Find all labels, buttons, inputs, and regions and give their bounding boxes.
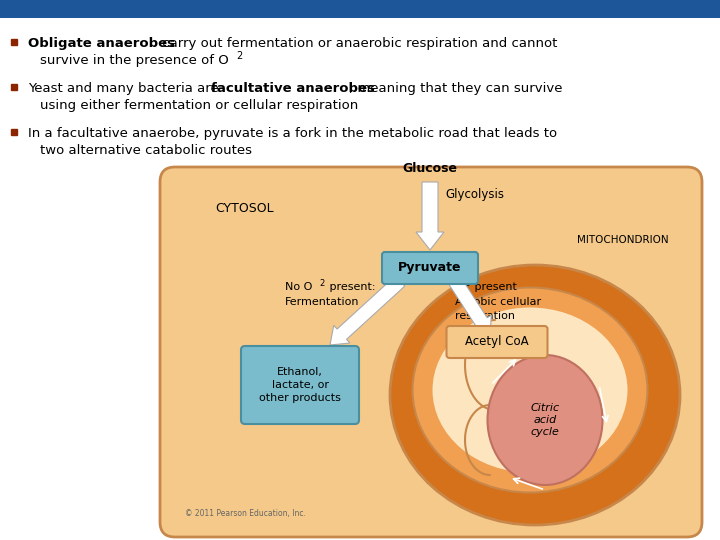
Text: Glucose: Glucose [402, 162, 457, 175]
Text: In a facultative anaerobe, pyruvate is a fork in the metabolic road that leads t: In a facultative anaerobe, pyruvate is a… [28, 127, 557, 140]
Text: Glycolysis: Glycolysis [445, 188, 504, 201]
Text: No O: No O [285, 282, 312, 292]
Text: 2: 2 [236, 51, 242, 61]
Text: Pyruvate: Pyruvate [398, 261, 462, 274]
Text: CYTOSOL: CYTOSOL [215, 202, 274, 215]
Text: Ethanol,
lactate, or
other products: Ethanol, lactate, or other products [259, 367, 341, 403]
Text: Yeast and many bacteria are: Yeast and many bacteria are [28, 82, 223, 95]
Ellipse shape [487, 355, 603, 485]
Text: , meaning that they can survive: , meaning that they can survive [349, 82, 562, 95]
Text: Fermentation: Fermentation [285, 297, 359, 307]
Polygon shape [449, 277, 491, 335]
Text: 2: 2 [464, 279, 469, 288]
Text: Acetyl CoA: Acetyl CoA [465, 335, 528, 348]
Text: MITOCHONDRION: MITOCHONDRION [577, 235, 669, 245]
Text: present:: present: [326, 282, 376, 292]
Polygon shape [330, 276, 405, 345]
Text: survive in the presence of O: survive in the presence of O [40, 54, 229, 67]
Text: Obligate anaerobes: Obligate anaerobes [28, 37, 175, 50]
Ellipse shape [390, 265, 680, 525]
Text: © 2011 Pearson Education, Inc.: © 2011 Pearson Education, Inc. [185, 509, 306, 518]
Bar [0, 0, 720, 18]
Text: 2: 2 [319, 279, 324, 288]
Text: Aerobic cellular: Aerobic cellular [455, 297, 541, 307]
FancyBboxPatch shape [446, 326, 547, 358]
FancyBboxPatch shape [241, 346, 359, 424]
Ellipse shape [433, 307, 628, 472]
Text: respiration: respiration [455, 311, 515, 321]
Text: present: present [471, 282, 517, 292]
Text: two alternative catabolic routes: two alternative catabolic routes [40, 144, 252, 157]
FancyBboxPatch shape [382, 252, 478, 284]
Text: using either fermentation or cellular respiration: using either fermentation or cellular re… [40, 99, 359, 112]
Text: carry out fermentation or anaerobic respiration and cannot: carry out fermentation or anaerobic resp… [158, 37, 557, 50]
Text: O: O [455, 282, 464, 292]
Text: Citric
acid
cycle: Citric acid cycle [531, 403, 559, 437]
Text: facultative anaerobes: facultative anaerobes [211, 82, 375, 95]
FancyBboxPatch shape [160, 167, 702, 537]
Polygon shape [416, 182, 444, 250]
Ellipse shape [413, 287, 647, 492]
